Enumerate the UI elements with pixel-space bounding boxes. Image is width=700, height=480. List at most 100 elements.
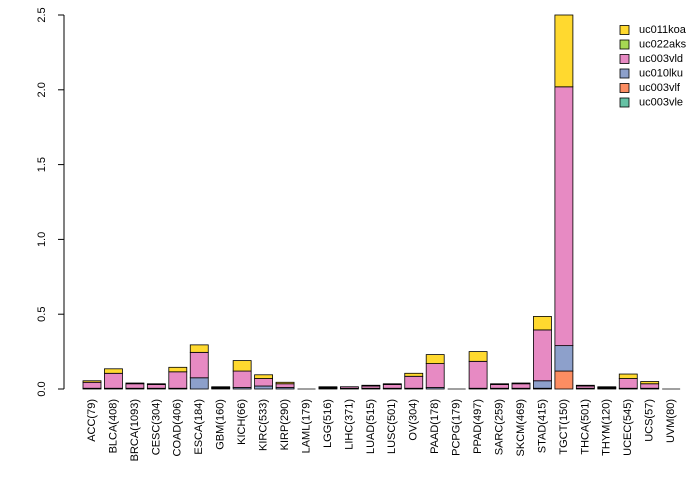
bar-segment [640, 383, 660, 389]
bar-segment [168, 371, 188, 389]
x-tick-label: BLCA(408) [107, 399, 119, 453]
bar-segment [382, 383, 402, 385]
bar-segment [82, 381, 102, 389]
bar-segment [618, 378, 638, 389]
x-tick-label: LGG(516) [322, 399, 334, 448]
bar-segment [125, 383, 145, 389]
bar-segment [533, 380, 552, 389]
x-tick-label: KIRC(533) [258, 399, 270, 451]
y-axis: 0.0 0.5 1.0 1.5 2.0 2.5 [36, 7, 65, 397]
x-tick-label: PAAD(178) [429, 399, 441, 454]
bar-segment [404, 372, 424, 377]
x-tick-label: UCS(57) [644, 399, 656, 442]
bars [82, 14, 681, 390]
legend: uc011koa uc022aks uc003vld uc010lku uc003vlf… [619, 24, 687, 108]
bar-segment [254, 378, 274, 387]
bar-segment [339, 386, 359, 389]
bar-segment [275, 383, 295, 388]
y-tick-label: 2.0 [36, 82, 48, 97]
x-tick-label: THCA(501) [579, 399, 591, 455]
x-tick-label: LAML(179) [300, 399, 312, 453]
bar-segment [125, 382, 145, 385]
x-tick-label: PPAD(497) [472, 399, 484, 454]
x-tick-label: ACC(79) [86, 399, 98, 442]
bar-segment [361, 384, 381, 387]
x-tick-label: CESC(304) [150, 399, 162, 455]
bar-segment [511, 383, 531, 389]
bar-segment [168, 366, 188, 373]
x-tick-label: SARC(259) [493, 399, 505, 455]
bar-segment [554, 345, 574, 372]
x-tick-label: COAD(406) [172, 399, 184, 456]
bar-segment [404, 375, 424, 389]
legend-label: uc022aks [639, 38, 687, 50]
x-tick-label: UVM(80) [665, 399, 677, 443]
x-tick-label: LUSC(501) [386, 399, 398, 454]
bar-segment [189, 377, 209, 390]
y-tick-label: 2.5 [36, 7, 48, 22]
legend-label: uc010lku [639, 67, 683, 79]
bar-segment [211, 386, 231, 388]
bar-segment [189, 344, 209, 353]
x-tick-label: UCEC(545) [622, 399, 634, 456]
bar-segment [104, 372, 123, 389]
bar-segment [232, 360, 252, 372]
x-tick-label: LIHC(371) [343, 399, 355, 450]
x-tick-label: BRCA(1093) [129, 399, 141, 461]
bar-segment [146, 384, 166, 389]
bar-segment [468, 351, 488, 362]
x-tick-label: GBM(160) [215, 399, 227, 450]
bar-segment [254, 385, 274, 390]
bar-segment [640, 381, 660, 385]
legend-swatch [619, 83, 630, 93]
bar-segment [254, 374, 274, 379]
bar-segment [618, 373, 638, 379]
y-tick-label: 1.0 [36, 232, 48, 247]
bar-segment [490, 383, 509, 385]
legend-swatch [619, 25, 630, 35]
x-tick-label: THYM(120) [601, 399, 613, 456]
bar-segment [554, 370, 574, 390]
bar-segment [533, 329, 552, 382]
legend-label: uc003vle [639, 96, 683, 108]
bar-segment [554, 86, 574, 347]
legend-label: uc011koa [639, 24, 687, 36]
bar-segment [425, 354, 445, 364]
bar-segment [468, 360, 488, 389]
legend-swatch [619, 97, 630, 108]
x-axis-labels: ACC(79) BLCA(408) BRCA(1093) CESC(304) COAD(… [86, 399, 677, 461]
bar-segment [425, 363, 445, 388]
x-tick-label: SKCM(469) [515, 399, 527, 456]
legend-label: uc003vlf [639, 82, 681, 94]
bar-segment [575, 384, 595, 387]
bar-segment [275, 381, 295, 385]
bar-segment [533, 316, 552, 331]
x-tick-label: PCPG(179) [451, 399, 463, 456]
x-tick-label: OV(304) [408, 399, 420, 441]
bar-segment [189, 351, 209, 379]
bar-segment [104, 368, 123, 374]
bar-segment [511, 382, 531, 385]
bar-segment [318, 386, 338, 388]
x-tick-label: KICH(66) [236, 399, 248, 445]
y-tick-label: 0.0 [36, 381, 48, 396]
y-tick-label: 0.5 [36, 307, 48, 322]
x-tick-label: KIRP(290) [279, 399, 291, 450]
x-tick-label: TGCT(150) [558, 399, 570, 455]
legend-swatch [619, 54, 630, 64]
legend-swatch [619, 68, 630, 79]
x-tick-label: STAD(415) [536, 399, 548, 453]
bar-segment [490, 384, 509, 389]
bar-segment [82, 380, 102, 383]
bar-segment [382, 384, 402, 389]
bar-segment [146, 383, 166, 385]
legend-label: uc003vld [639, 53, 683, 65]
x-tick-label: ESCA(184) [193, 399, 205, 455]
x-tick-label: LUAD(515) [365, 399, 377, 454]
bar-segment [232, 370, 252, 388]
y-tick-label: 1.5 [36, 157, 48, 172]
bar-segment [554, 14, 574, 88]
bar-segment [597, 386, 617, 388]
legend-swatch [619, 39, 630, 50]
